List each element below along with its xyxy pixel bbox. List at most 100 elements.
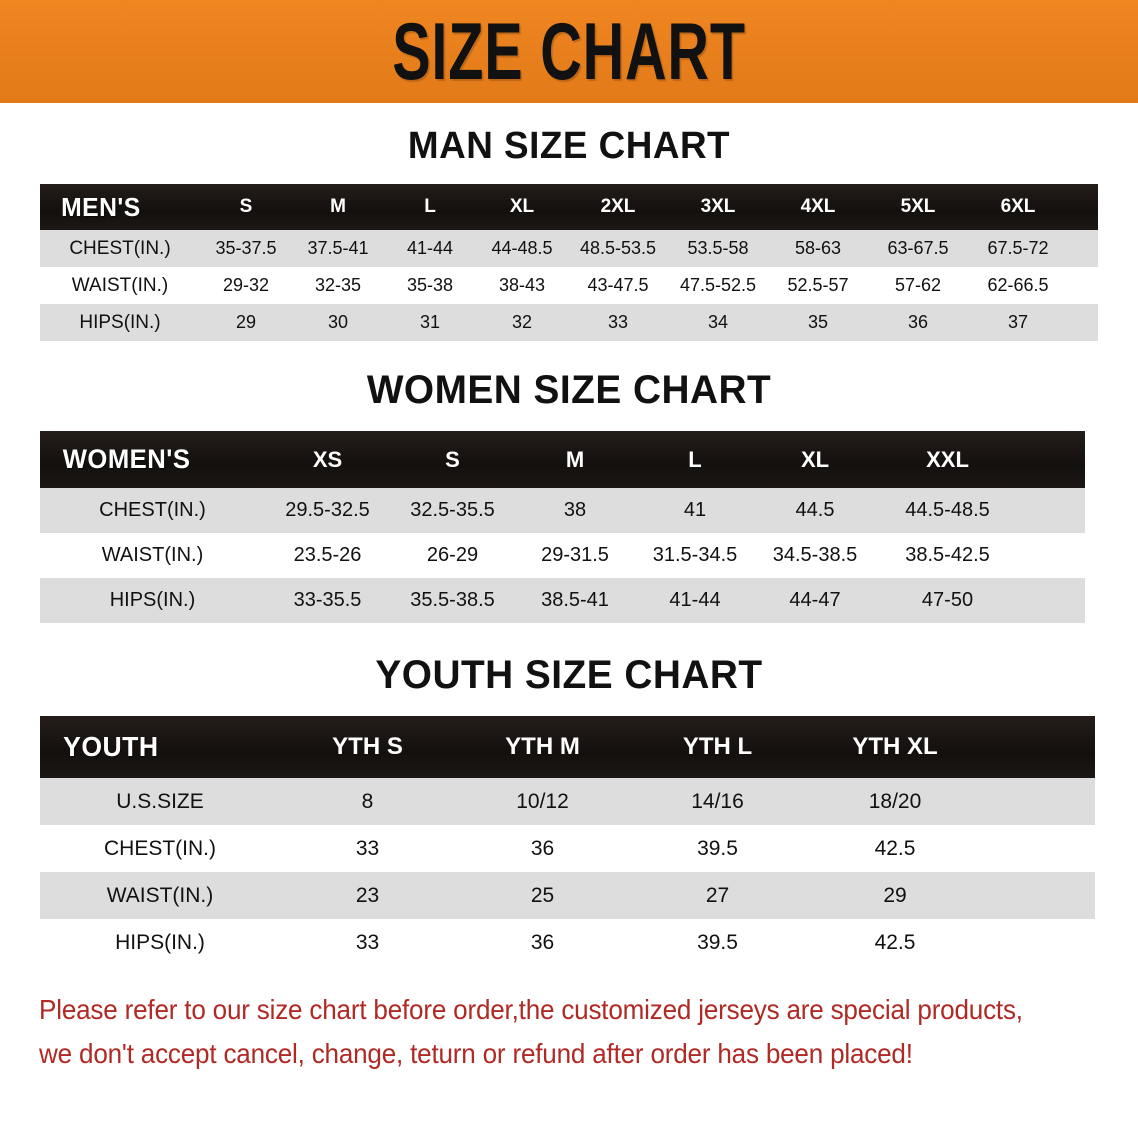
man-cell-2-7: 36 [868,304,968,341]
women-header-spacer [1020,431,1085,488]
women-col-header-0: XS [312,446,343,472]
youth-table-header: YOUTH YTH S YTH M YTH L YTH XL [40,716,1095,778]
table-row: CHEST(IN.) 35-37.5 37.5-41 41-44 44-48.5… [40,230,1098,267]
youth-cell-0-3: 18/20 [805,778,985,825]
women-cell-1-spacer [1020,533,1085,578]
youth-row-label-3: HIPS(IN.) [40,919,280,966]
youth-col-header-3: YTH XL [852,733,938,760]
women-row-label-0: CHEST(IN.) [40,488,265,533]
youth-cell-0-spacer [985,778,1095,825]
man-cell-2-4: 33 [568,304,668,341]
man-cell-2-0: 29 [200,304,292,341]
women-cell-0-5: 44.5-48.5 [875,488,1020,533]
man-col-header-4: 2XL [600,196,636,217]
youth-row-label-0: U.S.SIZE [40,778,280,825]
man-cell-1-spacer [1068,267,1098,304]
youth-cell-3-0: 33 [280,919,455,966]
youth-row-label-2: WAIST(IN.) [40,872,280,919]
page-banner: SIZE CHART [0,0,1138,103]
table-row: CHEST(IN.) 33 36 39.5 42.5 [40,825,1095,872]
youth-cell-1-1: 36 [455,825,630,872]
women-cell-1-5: 38.5-42.5 [875,533,1020,578]
youth-cell-2-0: 23 [280,872,455,919]
women-header-row: WOMEN'S XS S M L XL XXL [40,431,1085,488]
youth-cell-1-3: 42.5 [805,825,985,872]
women-size-table: WOMEN'S XS S M L XL XXL CHEST(IN.) 29.5-… [40,431,1085,623]
man-size-table: MEN'S S M L XL 2XL 3XL 4XL 5XL 6XL CHEST… [40,184,1098,341]
youth-cell-3-spacer [985,919,1095,966]
man-cell-2-spacer [1068,304,1098,341]
youth-col-header-0: YTH S [332,733,403,760]
women-col-header-2: M [565,446,585,472]
man-chart-wrap: MEN'S S M L XL 2XL 3XL 4XL 5XL 6XL CHEST… [0,184,1138,341]
man-cell-0-5: 53.5-58 [668,230,768,267]
women-cell-2-5: 47-50 [875,578,1020,623]
youth-cell-1-2: 39.5 [630,825,805,872]
man-cell-2-2: 31 [384,304,476,341]
man-col-header-0: S [239,196,253,217]
man-cell-0-7: 63-67.5 [868,230,968,267]
man-col-header-7: 5XL [900,196,936,217]
women-cell-0-0: 29.5-32.5 [265,488,390,533]
man-cell-1-2: 35-38 [384,267,476,304]
man-cell-0-3: 44-48.5 [476,230,568,267]
youth-cell-0-0: 8 [280,778,455,825]
man-corner-label: MEN'S [61,191,141,222]
man-cell-0-1: 37.5-41 [292,230,384,267]
youth-cell-3-2: 39.5 [630,919,805,966]
man-col-header-2: L [424,196,436,217]
women-col-header-4: XL [800,446,830,472]
women-table-body: CHEST(IN.) 29.5-32.5 32.5-35.5 38 41 44.… [40,488,1085,623]
man-cell-0-4: 48.5-53.5 [568,230,668,267]
youth-cell-3-3: 42.5 [805,919,985,966]
table-row: WAIST(IN.) 29-32 32-35 35-38 38-43 43-47… [40,267,1098,304]
man-table-body: CHEST(IN.) 35-37.5 37.5-41 41-44 44-48.5… [40,230,1098,341]
youth-chart-wrap: YOUTH YTH S YTH M YTH L YTH XL U.S.SIZE … [0,716,1138,966]
man-cell-0-6: 58-63 [768,230,868,267]
youth-col-header-1: YTH M [505,733,580,760]
table-row: HIPS(IN.) 29 30 31 32 33 34 35 36 37 [40,304,1098,341]
women-section-title: WOMEN SIZE CHART [366,368,772,412]
youth-cell-1-spacer [985,825,1095,872]
youth-cell-2-1: 25 [455,872,630,919]
women-cell-1-1: 26-29 [390,533,515,578]
man-cell-1-0: 29-32 [200,267,292,304]
women-col-header-1: S [445,446,460,472]
man-col-header-6: 4XL [800,196,836,217]
page-title: SIZE CHART [392,6,746,97]
women-chart-wrap: WOMEN'S XS S M L XL XXL CHEST(IN.) 29.5-… [0,431,1138,623]
women-cell-2-spacer [1020,578,1085,623]
youth-table-body: U.S.SIZE 8 10/12 14/16 18/20 CHEST(IN.) … [40,778,1095,966]
man-col-header-5: 3XL [700,196,736,217]
man-header-row: MEN'S S M L XL 2XL 3XL 4XL 5XL 6XL [40,184,1098,230]
table-row: U.S.SIZE 8 10/12 14/16 18/20 [40,778,1095,825]
youth-cell-2-spacer [985,872,1095,919]
man-cell-1-1: 32-35 [292,267,384,304]
youth-cell-1-0: 33 [280,825,455,872]
women-table-header: WOMEN'S XS S M L XL XXL [40,431,1085,488]
women-cell-1-4: 34.5-38.5 [755,533,875,578]
man-cell-2-3: 32 [476,304,568,341]
youth-size-table: YOUTH YTH S YTH M YTH L YTH XL U.S.SIZE … [40,716,1095,966]
man-cell-1-6: 52.5-57 [768,267,868,304]
man-cell-0-spacer [1068,230,1098,267]
youth-col-header-2: YTH L [682,733,753,760]
man-cell-0-0: 35-37.5 [200,230,292,267]
women-cell-2-4: 44-47 [755,578,875,623]
women-cell-0-2: 38 [515,488,635,533]
man-cell-1-7: 57-62 [868,267,968,304]
man-table-header: MEN'S S M L XL 2XL 3XL 4XL 5XL 6XL [40,184,1098,230]
women-cell-1-2: 29-31.5 [515,533,635,578]
youth-corner-label: YOUTH [63,731,159,762]
women-cell-2-0: 33-35.5 [265,578,390,623]
youth-cell-3-1: 36 [455,919,630,966]
table-row: WAIST(IN.) 23.5-26 26-29 29-31.5 31.5-34… [40,533,1085,578]
man-cell-1-4: 43-47.5 [568,267,668,304]
man-row-label-1: WAIST(IN.) [40,267,200,304]
women-cell-2-1: 35.5-38.5 [390,578,515,623]
man-cell-2-5: 34 [668,304,768,341]
youth-row-label-1: CHEST(IN.) [40,825,280,872]
women-cell-0-spacer [1020,488,1085,533]
man-section-title: MAN SIZE CHART [407,125,731,167]
table-row: WAIST(IN.) 23 25 27 29 [40,872,1095,919]
